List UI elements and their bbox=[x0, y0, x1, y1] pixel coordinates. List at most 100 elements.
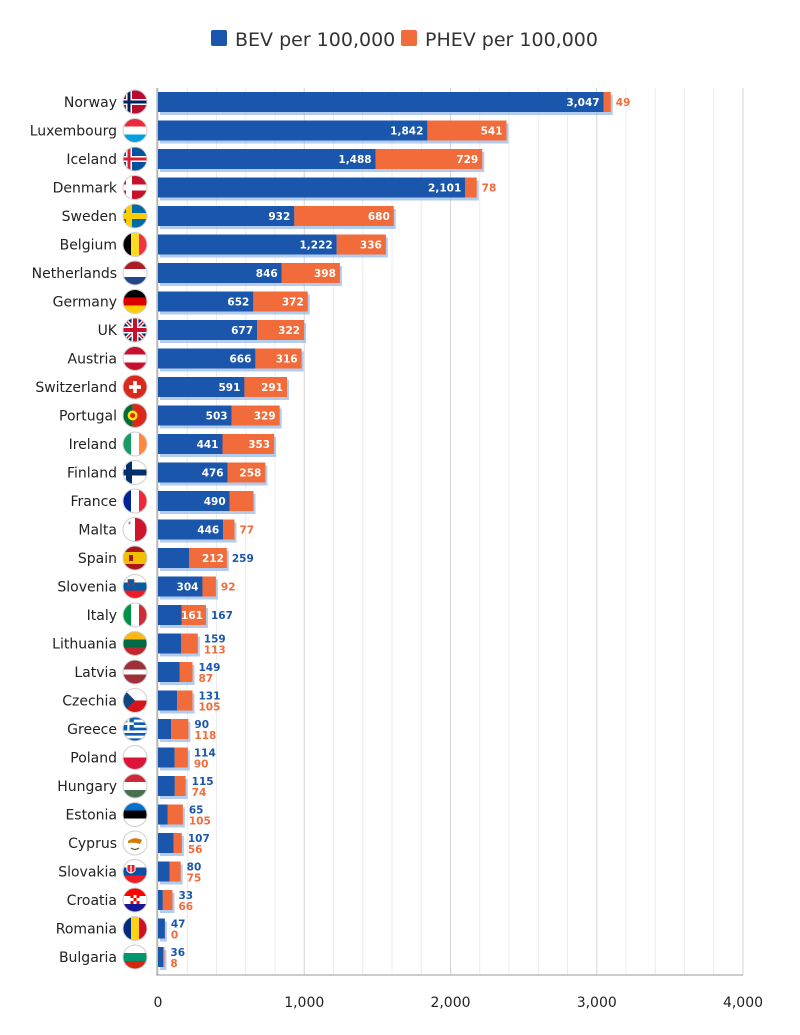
bar-phev[interactable] bbox=[223, 519, 235, 540]
bar-phev[interactable] bbox=[257, 320, 305, 340]
data-label-bev: 677 bbox=[231, 325, 253, 337]
bar-bev[interactable] bbox=[158, 861, 170, 882]
data-label-phev: 329 bbox=[254, 411, 276, 423]
bar-phev[interactable] bbox=[202, 576, 216, 597]
bar-phev[interactable] bbox=[162, 890, 173, 910]
bar-phev[interactable] bbox=[189, 548, 227, 568]
bar-bev[interactable] bbox=[158, 320, 258, 340]
flag-icon bbox=[123, 517, 147, 542]
data-label-phev: 56 bbox=[188, 844, 203, 856]
flag-icon bbox=[123, 660, 147, 684]
bar-bev[interactable] bbox=[158, 206, 295, 226]
data-label-bev: 503 bbox=[206, 411, 228, 423]
country-label: Denmark bbox=[53, 181, 118, 197]
data-label-phev: 212 bbox=[202, 553, 224, 565]
bar-phev[interactable] bbox=[465, 177, 477, 198]
bar-phev[interactable] bbox=[253, 291, 308, 312]
legend-item-phev[interactable]: PHEV per 100,000 bbox=[401, 29, 598, 51]
bar-bev[interactable] bbox=[158, 177, 466, 198]
bar-bev[interactable] bbox=[158, 92, 604, 112]
bar-phev[interactable] bbox=[222, 434, 275, 454]
flag-border bbox=[122, 716, 148, 742]
bar-phev[interactable] bbox=[336, 234, 386, 255]
flag-icon bbox=[123, 118, 147, 143]
bar-bev[interactable] bbox=[158, 918, 165, 939]
bar-bev[interactable] bbox=[158, 776, 175, 796]
bar-phev[interactable] bbox=[171, 719, 189, 739]
bar-phev[interactable] bbox=[169, 861, 181, 882]
data-label-bev: 149 bbox=[199, 662, 221, 674]
country-label: Croatia bbox=[67, 893, 117, 909]
data-label-bev: 2,101 bbox=[428, 183, 461, 195]
bar-bev[interactable] bbox=[158, 576, 203, 597]
flag-icon bbox=[123, 375, 147, 399]
bar-bev[interactable] bbox=[158, 377, 245, 397]
bar-phev[interactable] bbox=[174, 747, 188, 768]
bar-phev[interactable] bbox=[244, 377, 287, 397]
bar-bev[interactable] bbox=[158, 633, 182, 654]
bar-phev[interactable] bbox=[281, 263, 340, 283]
country-label: Italy bbox=[87, 608, 117, 624]
bar-phev[interactable] bbox=[231, 405, 280, 426]
bar-bev[interactable] bbox=[158, 947, 164, 967]
bar-bev[interactable] bbox=[158, 804, 168, 825]
country-label: Ireland bbox=[69, 437, 117, 453]
bars: 3,047 49 1,842 541 1,488 729 2,101 78 932 680 1,22… bbox=[158, 92, 630, 970]
country-label: Estonia bbox=[65, 808, 117, 824]
country-label: Belgium bbox=[60, 238, 117, 254]
flag-icon bbox=[123, 603, 147, 627]
bar-phev[interactable] bbox=[174, 776, 186, 796]
flag-border bbox=[122, 374, 148, 400]
bar-bev[interactable] bbox=[158, 719, 172, 739]
data-label-phev: 336 bbox=[360, 240, 382, 252]
bar-bev[interactable] bbox=[158, 348, 256, 369]
country-flags bbox=[122, 89, 148, 970]
data-label-phev: 372 bbox=[282, 297, 304, 309]
bar-phev[interactable] bbox=[163, 947, 165, 967]
bar-phev[interactable] bbox=[177, 690, 193, 711]
legend: BEV per 100,000 PHEV per 100,000 bbox=[211, 29, 598, 51]
bar-bev[interactable] bbox=[158, 747, 175, 768]
bar-phev[interactable] bbox=[179, 662, 193, 682]
bar-bev[interactable] bbox=[158, 462, 228, 483]
bar-bev[interactable] bbox=[158, 690, 178, 711]
flag-border bbox=[122, 431, 148, 457]
legend-swatch-phev bbox=[401, 30, 417, 46]
bar-bev[interactable] bbox=[158, 405, 232, 426]
bar-bev[interactable] bbox=[158, 833, 174, 853]
bar-bev[interactable] bbox=[158, 291, 254, 312]
flag-icon bbox=[123, 175, 147, 200]
bar-phev[interactable] bbox=[227, 462, 266, 483]
flag-border bbox=[122, 175, 148, 200]
bar-phev[interactable] bbox=[375, 149, 483, 169]
bar-bev[interactable] bbox=[158, 519, 224, 540]
bar-phev[interactable] bbox=[229, 491, 254, 511]
flag-icon bbox=[123, 945, 147, 969]
country-label: Slovakia bbox=[58, 865, 117, 881]
data-label-bev: 490 bbox=[204, 496, 226, 508]
bar-phev[interactable] bbox=[181, 605, 206, 625]
legend-item-bev[interactable]: BEV per 100,000 bbox=[211, 29, 395, 51]
bar-bev[interactable] bbox=[158, 890, 163, 910]
bar-bev[interactable] bbox=[158, 491, 230, 511]
bar-bev[interactable] bbox=[158, 149, 376, 169]
bar-bev[interactable] bbox=[158, 434, 223, 454]
bar-phev[interactable] bbox=[167, 804, 183, 825]
flag-icon bbox=[123, 774, 147, 798]
bar-phev[interactable] bbox=[294, 206, 394, 226]
country-label: Germany bbox=[53, 295, 117, 311]
bar-bev[interactable] bbox=[158, 120, 428, 141]
bar-bev[interactable] bbox=[158, 234, 337, 255]
bar-phev[interactable] bbox=[427, 120, 507, 141]
bar-phev[interactable] bbox=[181, 633, 198, 654]
bar-phev[interactable] bbox=[255, 348, 302, 369]
flag-border bbox=[122, 203, 148, 229]
data-label-phev: 291 bbox=[261, 382, 283, 394]
bar-bev[interactable] bbox=[158, 548, 190, 568]
bar-phev[interactable] bbox=[603, 92, 611, 112]
bar-bev[interactable] bbox=[158, 263, 282, 283]
bar-bev[interactable] bbox=[158, 605, 182, 625]
bar-bev[interactable] bbox=[158, 662, 180, 682]
data-label-bev: 846 bbox=[256, 268, 278, 280]
bar-phev[interactable] bbox=[173, 833, 182, 853]
